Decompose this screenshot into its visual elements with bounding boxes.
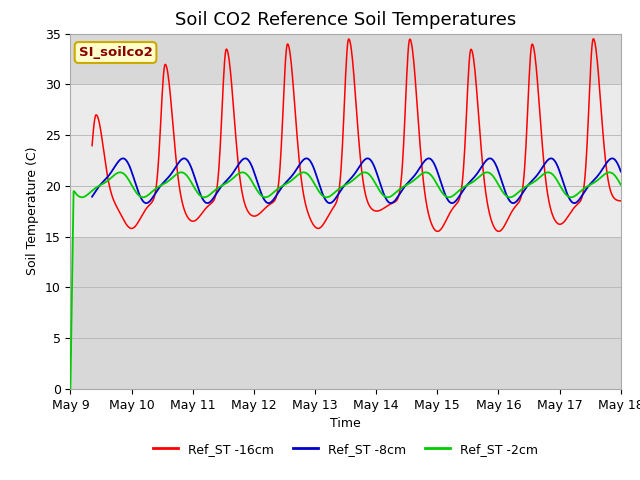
Text: SI_soilco2: SI_soilco2 xyxy=(79,46,152,59)
Ref_ST -2cm xyxy=(429,176,437,181)
Ref_ST -8cm xyxy=(328,200,335,205)
Ref_ST -16cm xyxy=(609,193,616,199)
Ref_ST -16cm xyxy=(606,186,614,192)
Ref_ST -2cm xyxy=(609,171,617,177)
Title: Soil CO2 Reference Soil Temperatures: Soil CO2 Reference Soil Temperatures xyxy=(175,11,516,29)
Line: Ref_ST -16cm: Ref_ST -16cm xyxy=(92,39,621,231)
Ref_ST -8cm xyxy=(429,158,436,164)
Ref_ST -16cm xyxy=(401,130,408,135)
Line: Ref_ST -8cm: Ref_ST -8cm xyxy=(92,158,621,203)
Y-axis label: Soil Temperature (C): Soil Temperature (C) xyxy=(26,147,39,276)
Ref_ST -2cm xyxy=(84,192,92,197)
Legend: Ref_ST -16cm, Ref_ST -8cm, Ref_ST -2cm: Ref_ST -16cm, Ref_ST -8cm, Ref_ST -2cm xyxy=(148,438,543,461)
Ref_ST -8cm xyxy=(609,156,616,161)
Bar xyxy=(70,84,621,237)
Ref_ST -2cm xyxy=(67,386,74,392)
Ref_ST -2cm xyxy=(401,183,409,189)
Ref_ST -2cm xyxy=(617,182,625,188)
Ref_ST -8cm xyxy=(606,156,614,162)
Ref_ST -16cm xyxy=(328,207,335,213)
Ref_ST -8cm xyxy=(401,184,408,190)
Ref_ST -2cm xyxy=(328,192,336,197)
Ref_ST -8cm xyxy=(617,168,625,174)
Line: Ref_ST -2cm: Ref_ST -2cm xyxy=(70,172,621,389)
Ref_ST -2cm xyxy=(116,169,124,175)
Ref_ST -16cm xyxy=(617,198,625,204)
Ref_ST -16cm xyxy=(429,224,436,230)
X-axis label: Time: Time xyxy=(330,417,361,430)
Ref_ST -2cm xyxy=(607,169,614,175)
